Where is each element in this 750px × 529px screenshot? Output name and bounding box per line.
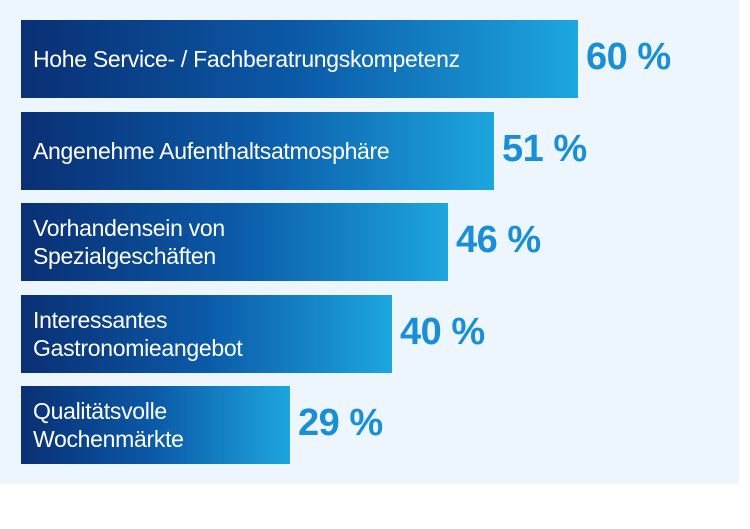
value-label: 51 % [502,128,587,170]
bar: Angenehme Aufenthaltsatmosphäre [21,112,494,190]
value-label: 40 % [400,311,485,353]
bar-label: Angenehme Aufenthaltsatmosphäre [33,138,390,164]
bar-chart: Hohe Service- / Fachberatrungskompetenz 6… [0,0,739,484]
bar: Interessantes Gastronomieangebot [21,295,392,373]
value-label: 46 % [456,219,541,261]
bar-label: Hohe Service- / Fachberatrungskompetenz [33,46,460,72]
bar: Vorhandensein von Spezialgeschäften [21,203,448,281]
bar-label: Vorhandensein von Spezialgeschäften [33,215,225,269]
value-label: 60 % [586,36,671,78]
bar: Qualitätsvolle Wochenmärkte [21,386,290,464]
bar-label: Interessantes Gastronomieangebot [33,307,243,361]
bar-label: Qualitätsvolle Wochenmärkte [33,398,184,452]
value-label: 29 % [298,402,383,444]
bar: Hohe Service- / Fachberatrungskompetenz [21,20,578,98]
